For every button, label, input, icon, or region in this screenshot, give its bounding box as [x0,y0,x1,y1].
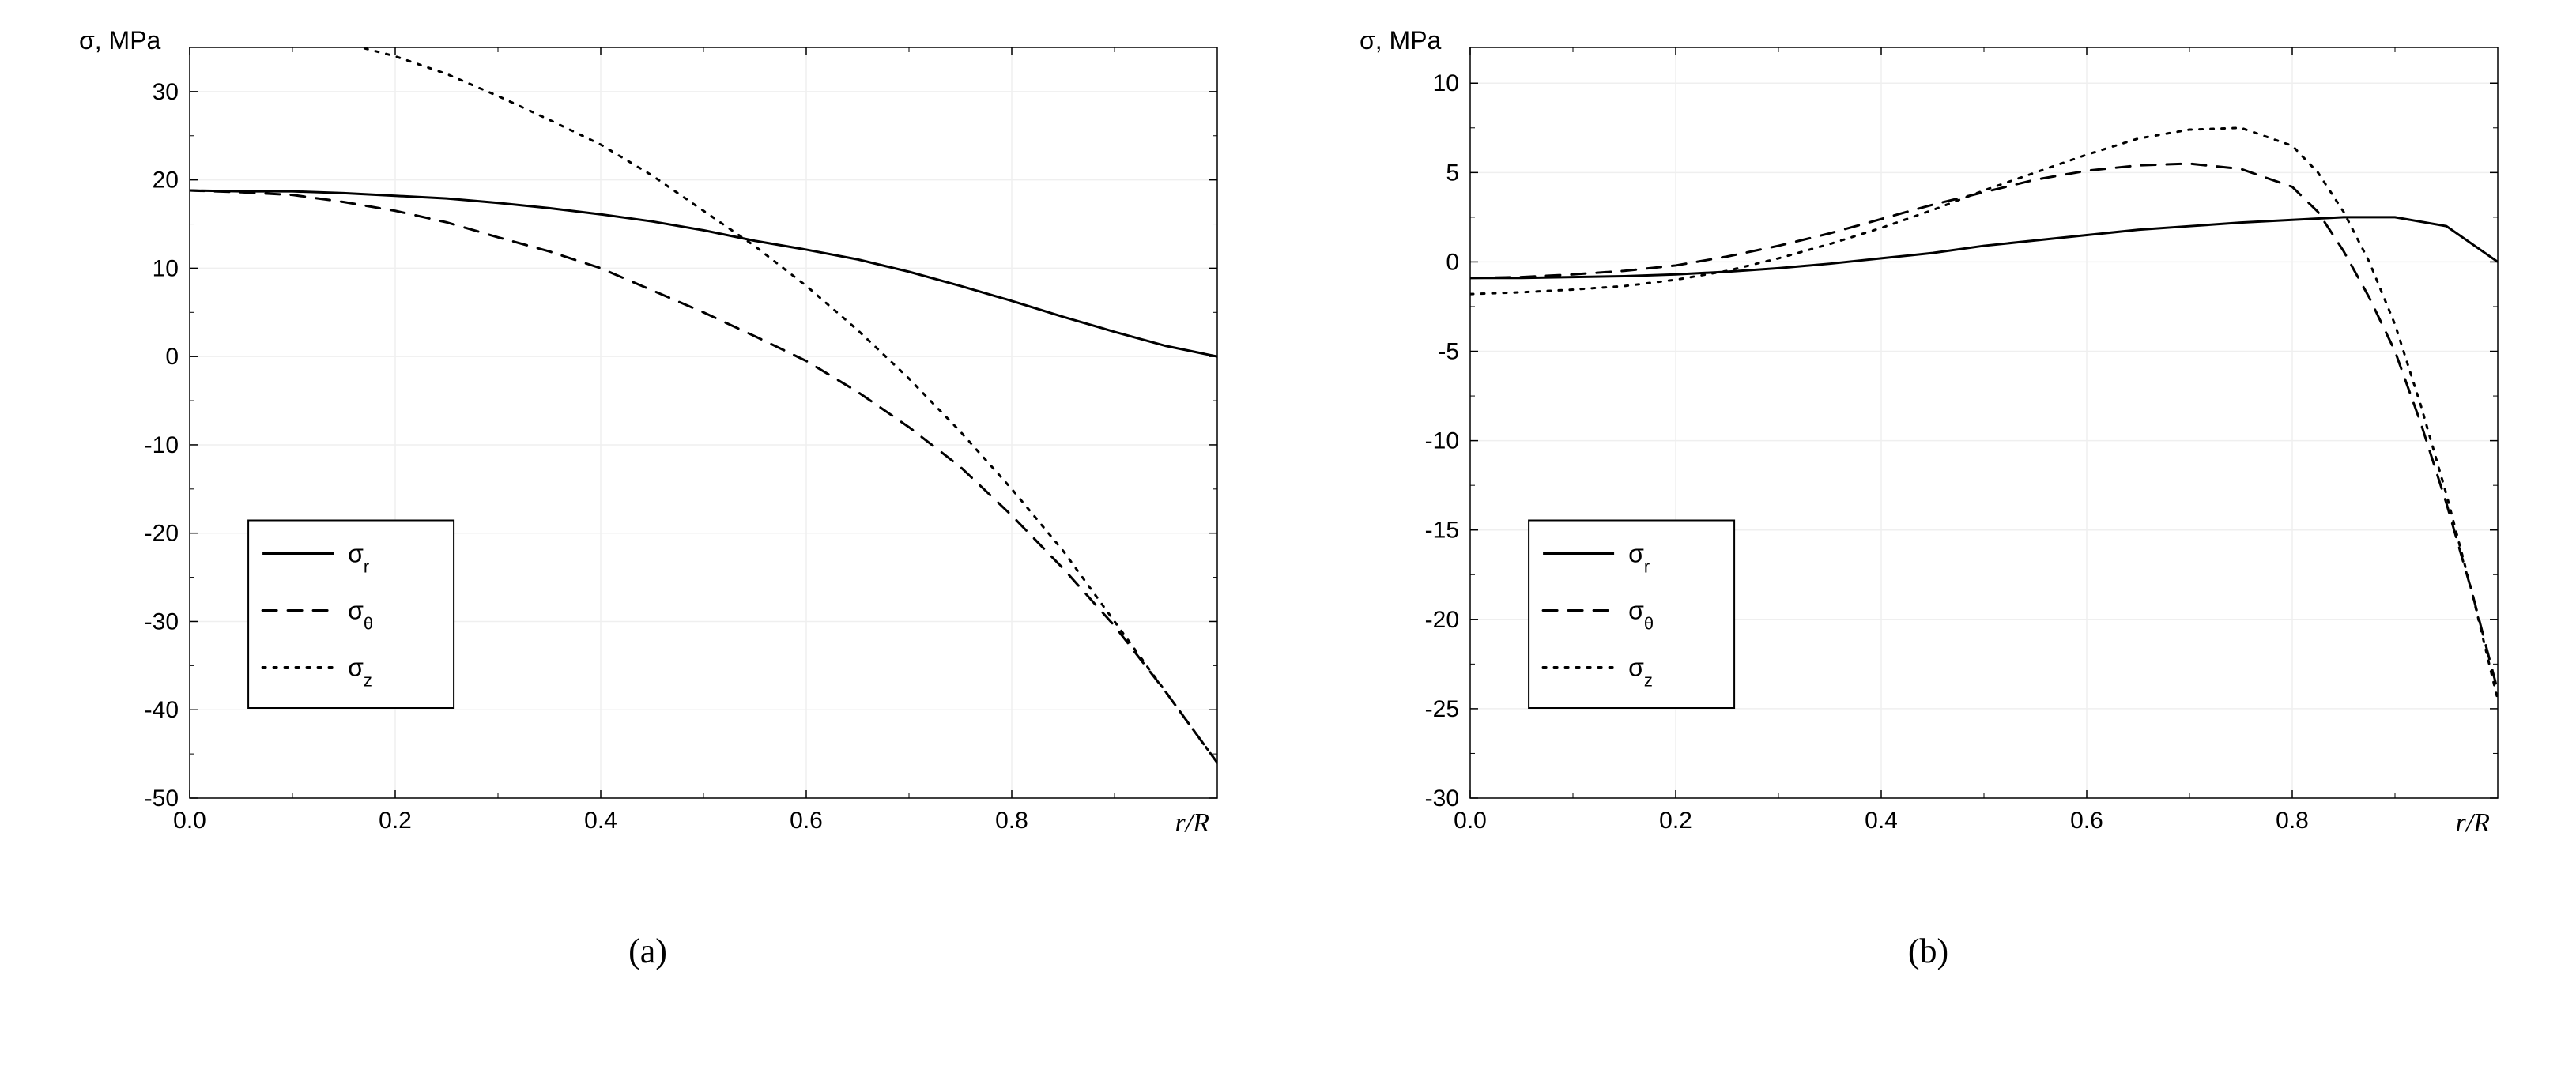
svg-text:-50: -50 [144,785,178,812]
svg-text:0.4: 0.4 [584,808,617,834]
panel-a: 0.00.20.40.60.8-50-40-30-20-100102030σ, … [32,16,1265,971]
svg-text:-20: -20 [1424,607,1458,633]
svg-text:0.6: 0.6 [790,808,823,834]
svg-text:0.2: 0.2 [379,808,412,834]
svg-text:0.2: 0.2 [1659,808,1692,834]
svg-text:-20: -20 [144,521,178,547]
svg-text:0: 0 [165,344,179,370]
panel-b-label: (b) [1908,931,1948,971]
svg-text:-30: -30 [144,608,178,635]
chart-b-svg: 0.00.20.40.60.8-30-25-20-15-10-50510σ, M… [1312,16,2545,925]
svg-text:20: 20 [152,168,178,194]
svg-text:-25: -25 [1424,696,1458,722]
svg-text:-40: -40 [144,697,178,723]
svg-text:-5: -5 [1438,339,1459,365]
svg-text:0: 0 [1446,249,1459,275]
svg-text:0.8: 0.8 [2276,808,2309,834]
svg-text:-30: -30 [1424,785,1458,812]
x-axis-label: r/R [2455,808,2490,838]
chart-a-svg: 0.00.20.40.60.8-50-40-30-20-100102030σ, … [32,16,1265,925]
svg-text:-10: -10 [1424,428,1458,454]
svg-text:10: 10 [152,255,178,281]
svg-text:0.4: 0.4 [1865,808,1898,834]
panel-b: 0.00.20.40.60.8-30-25-20-15-10-50510σ, M… [1312,16,2545,971]
y-axis-label: σ, MPa [79,26,161,55]
svg-text:0.8: 0.8 [995,808,1028,834]
svg-text:10: 10 [1432,70,1458,96]
figure: 0.00.20.40.60.8-50-40-30-20-100102030σ, … [0,0,2576,979]
y-axis-label: σ, MPa [1360,26,1442,55]
svg-text:-10: -10 [144,432,178,458]
svg-text:0.6: 0.6 [2070,808,2103,834]
panel-a-label: (a) [628,931,667,971]
svg-text:-15: -15 [1424,518,1458,544]
svg-text:5: 5 [1446,160,1459,186]
x-axis-label: r/R [1175,808,1209,838]
svg-text:30: 30 [152,79,178,105]
